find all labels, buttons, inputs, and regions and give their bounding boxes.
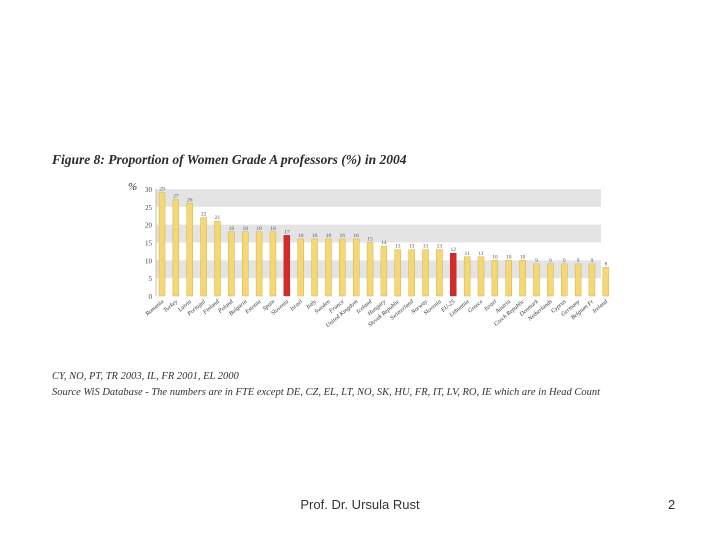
bar — [519, 260, 526, 297]
bar-value-label: 12 — [451, 247, 457, 253]
bar — [533, 263, 540, 297]
bar-value-label: 10 — [520, 254, 526, 260]
bar-value-label: 17 — [284, 229, 290, 235]
bar-value-label: 27 — [173, 194, 179, 200]
category-labels: RomaniaTurkeyLatviaPortugalFinlandPoland… — [144, 298, 610, 329]
bar-value-label: 13 — [409, 244, 415, 250]
bar — [477, 256, 485, 297]
bar-value-label: 18 — [229, 226, 235, 232]
bar — [325, 238, 332, 297]
footer-author: Prof. Dr. Ursula Rust — [300, 497, 420, 512]
y-tick-label: 0 — [149, 293, 153, 301]
bar-value-label: 14 — [381, 240, 387, 246]
grid-band — [156, 260, 601, 279]
bar — [408, 249, 415, 297]
bar-value-label: 29 — [159, 187, 165, 193]
bar — [200, 217, 207, 297]
chart-note: CY, NO, PT, TR 2003, IL, FR 2001, EL 200… — [52, 371, 239, 382]
bar-value-label: 16 — [298, 233, 304, 239]
bar — [588, 263, 596, 297]
bar-value-label: 16 — [340, 233, 346, 239]
bar — [491, 260, 499, 297]
bar — [463, 256, 471, 297]
y-tick-label: 5 — [149, 275, 153, 283]
bar-value-label: 22 — [201, 212, 207, 218]
bar-value-label: 11 — [478, 251, 484, 257]
category-label: Sweden — [314, 299, 332, 315]
bar — [311, 238, 318, 297]
bar — [242, 231, 249, 297]
source-note: Source WiS Database - The numbers are in… — [52, 387, 600, 398]
bar — [450, 252, 457, 297]
bar — [214, 220, 221, 297]
figure-title: Figure 8: Proportion of Women Grade A pr… — [52, 152, 407, 167]
bar-value-label: 9 — [591, 258, 594, 264]
bar — [339, 238, 346, 297]
category-label: Romania — [144, 299, 165, 318]
bar — [380, 245, 388, 297]
category-label: Greece — [467, 299, 484, 315]
bar-value-label: 11 — [464, 251, 470, 257]
bar-value-label: 16 — [353, 233, 359, 239]
bar-value-label: 9 — [549, 258, 552, 264]
bar-value-label: 18 — [270, 226, 276, 232]
bar — [228, 231, 235, 297]
value-labels: 29 27 26 22 21 18 18 18 18 17 16 16 16 16 16 15 14 13 13 13… — [159, 187, 607, 268]
y-tick-label: 30 — [145, 186, 153, 194]
y-tick-label: 15 — [145, 240, 153, 248]
bar — [574, 263, 582, 297]
bar — [283, 235, 291, 297]
bar-value-label: 18 — [242, 226, 248, 232]
bar — [561, 263, 568, 297]
bar-value-label: 9 — [535, 258, 538, 264]
bar-value-label: 13 — [395, 244, 401, 250]
bar — [255, 231, 263, 297]
y-tick-label: 20 — [145, 222, 153, 230]
bar-value-label: 13 — [423, 244, 429, 250]
bar-value-label: 21 — [215, 215, 221, 221]
bar-value-label: 18 — [256, 226, 262, 232]
grid-band — [156, 189, 601, 207]
bar — [436, 249, 443, 297]
bar-value-label: 9 — [563, 258, 566, 264]
y-tick-label: 10 — [145, 257, 153, 265]
chart-bands — [156, 189, 601, 279]
bar-value-label: 16 — [312, 233, 318, 239]
grid-band — [156, 224, 601, 243]
bar — [602, 267, 610, 297]
bar — [158, 192, 166, 297]
bar-value-label: 10 — [492, 254, 498, 260]
y-tick-label: 25 — [145, 204, 153, 212]
bar — [394, 249, 401, 297]
bar — [172, 199, 180, 297]
page-number: 2 — [668, 497, 676, 512]
bar — [366, 242, 374, 297]
bar-value-label: 26 — [187, 197, 193, 203]
bar — [186, 203, 193, 297]
category-label: Ireland — [591, 298, 610, 315]
bar-value-label: 13 — [437, 244, 443, 250]
bar — [297, 238, 304, 297]
bar-value-label: 10 — [506, 254, 512, 260]
bar — [505, 260, 512, 297]
bar — [547, 263, 554, 297]
bar-value-label: 8 — [604, 261, 607, 267]
bar-value-label: 15 — [367, 237, 373, 243]
category-label: Israel — [289, 299, 305, 313]
y-axis: 0 5 10 15 20 25 30 — [145, 186, 157, 301]
bar — [422, 249, 429, 297]
bars — [158, 192, 610, 297]
bar — [269, 231, 277, 297]
bar-value-label: 16 — [326, 233, 332, 239]
bar-value-label: 9 — [577, 258, 580, 264]
y-axis-label: % — [128, 181, 137, 193]
category-label: Turkey — [163, 299, 180, 314]
bar — [352, 238, 360, 297]
